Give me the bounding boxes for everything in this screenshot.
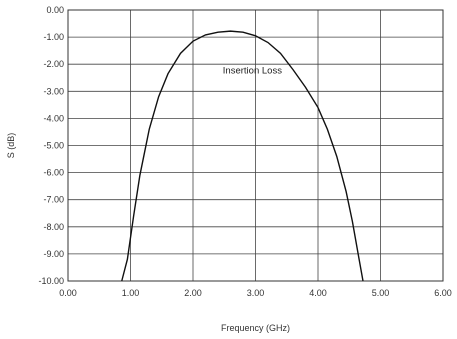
y-tick-label-3: -3.00 bbox=[43, 86, 64, 96]
x-tick-label-2: 2.00 bbox=[184, 288, 202, 298]
insertion-loss-line bbox=[121, 30, 364, 282]
y-tick-label-8: -8.00 bbox=[43, 222, 64, 232]
y-tick-label-2: -2.00 bbox=[43, 59, 64, 69]
tick-labels: 0.00 1.00 2.00 3.00 4.00 5.00 6.00 0.00 -1.00 -2.… bbox=[38, 5, 451, 298]
y-tick-label-7: -7.00 bbox=[43, 195, 64, 205]
insertion-loss-annotation: Insertion Loss bbox=[223, 66, 282, 77]
x-axis-label: Frequency (GHz) bbox=[221, 323, 290, 333]
y-tick-label-6: -6.00 bbox=[43, 168, 64, 178]
y-tick-label-5: -5.00 bbox=[43, 141, 64, 151]
y-tick-label-10: -10.00 bbox=[38, 276, 64, 286]
x-tick-label-4: 4.00 bbox=[309, 288, 327, 298]
x-tick-label-0: 0.00 bbox=[59, 288, 77, 298]
y-tick-label-0: 0.00 bbox=[46, 5, 64, 15]
y-axis-label: S (dB) bbox=[6, 133, 16, 159]
x-tick-label-5: 5.00 bbox=[372, 288, 390, 298]
y-tick-label-1: -1.00 bbox=[43, 32, 64, 42]
y-tick-label-9: -9.00 bbox=[43, 249, 64, 259]
plot-frame bbox=[67, 9, 444, 282]
y-tick-label-4: -4.00 bbox=[43, 113, 64, 123]
x-tick-label-3: 3.00 bbox=[247, 288, 265, 298]
x-tick-label-6: 6.00 bbox=[434, 288, 452, 298]
x-tick-label-1: 1.00 bbox=[122, 288, 140, 298]
grid bbox=[68, 10, 443, 281]
